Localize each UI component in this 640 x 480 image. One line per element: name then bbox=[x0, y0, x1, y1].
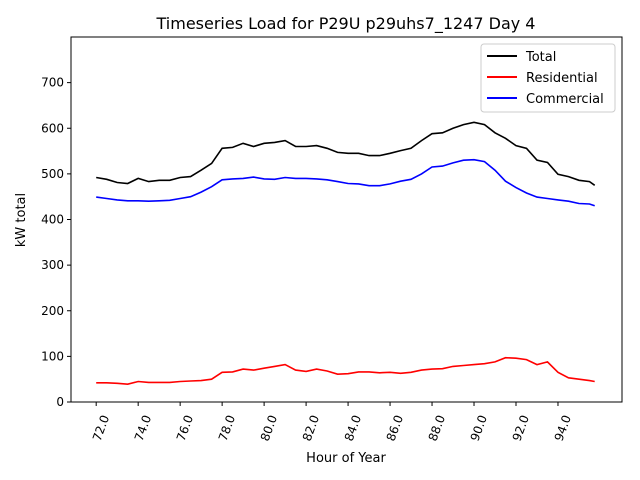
x-tick-label: 76.0 bbox=[174, 413, 196, 443]
series-line-residential bbox=[96, 356, 595, 386]
x-tick-label: 94.0 bbox=[552, 413, 574, 443]
x-tick-label: 74.0 bbox=[132, 413, 154, 443]
y-axis-label: kW total bbox=[14, 193, 29, 247]
y-tick-label: 300 bbox=[41, 258, 64, 272]
chart-title: Timeseries Load for P29U p29uhs7_1247 Da… bbox=[156, 14, 536, 34]
x-tick-label: 72.0 bbox=[90, 413, 112, 443]
x-tick-label: 84.0 bbox=[342, 413, 364, 443]
x-tick-label: 78.0 bbox=[216, 413, 238, 443]
x-tick-label: 80.0 bbox=[258, 413, 280, 443]
y-tick-label: 0 bbox=[56, 395, 64, 409]
y-tick-label: 600 bbox=[41, 121, 64, 135]
series-line-total bbox=[96, 121, 596, 186]
legend: Total Residential Commercial bbox=[480, 43, 616, 113]
y-tick-label: 500 bbox=[41, 167, 64, 181]
x-tick-label: 82.0 bbox=[300, 413, 322, 443]
x-axis-label: Hour of Year bbox=[306, 451, 386, 466]
y-tick-label: 100 bbox=[41, 349, 64, 363]
x-tick-label: 88.0 bbox=[426, 413, 448, 443]
y-tick-label: 400 bbox=[41, 213, 64, 227]
y-tick-label: 200 bbox=[41, 304, 64, 318]
legend-label: Residential bbox=[526, 71, 598, 86]
y-tick-label: 700 bbox=[41, 76, 64, 90]
x-tick-label: 86.0 bbox=[384, 413, 406, 443]
legend-label: Total bbox=[525, 50, 556, 65]
legend-label: Commercial bbox=[526, 92, 604, 107]
series-line-commercial bbox=[96, 158, 595, 207]
x-tick-label: 92.0 bbox=[510, 413, 532, 443]
x-tick-label: 90.0 bbox=[468, 413, 490, 443]
